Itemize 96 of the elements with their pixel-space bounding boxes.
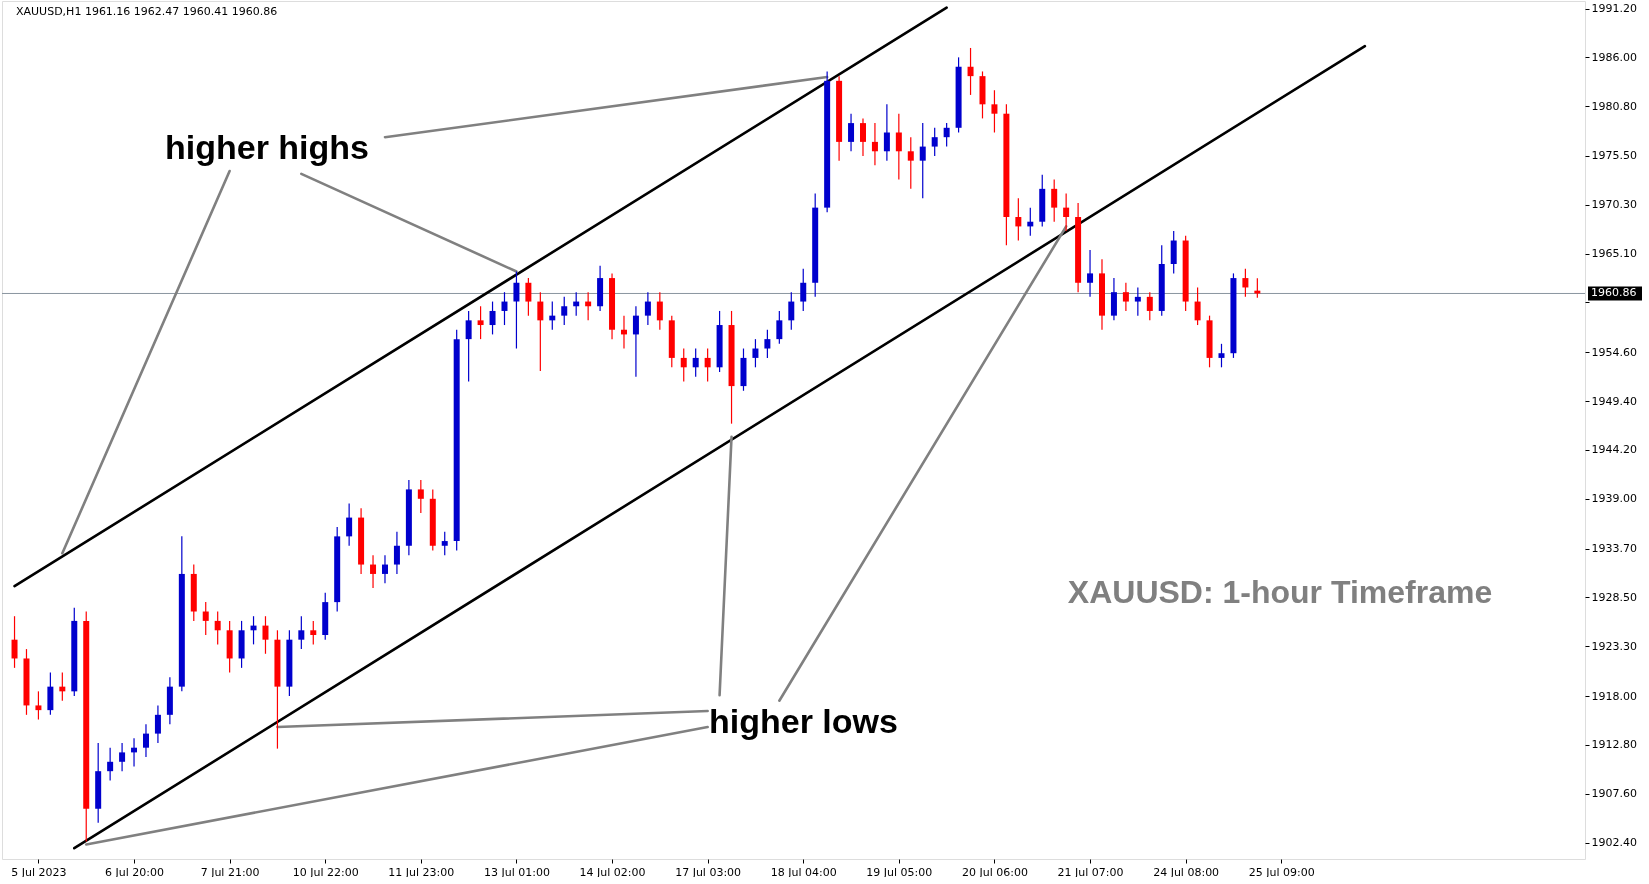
- x-tick-label: 13 Jul 01:00: [483, 865, 550, 879]
- x-tick-label: 19 Jul 05:00: [866, 865, 933, 879]
- y-tick-label: 1907.60: [1591, 787, 1637, 801]
- candlestick: [441, 531, 448, 556]
- x-tick-label: 5 Jul 2023: [11, 865, 67, 879]
- y-tick-label: 1991.20: [1591, 2, 1637, 16]
- candlestick: [991, 89, 998, 134]
- y-tick-label: 1980.80: [1591, 99, 1637, 113]
- candlestick: [35, 690, 42, 721]
- candlestick: [393, 531, 400, 575]
- x-tick-label: 10 Jul 22:00: [292, 865, 359, 879]
- candlestick: [107, 747, 114, 782]
- annotation: XAUUSD: 1-hour Timeframe: [1067, 574, 1493, 610]
- candlestick: [119, 742, 126, 772]
- candlestick: [561, 296, 568, 326]
- x-tick-label: 6 Jul 20:00: [105, 865, 165, 879]
- candlestick: [525, 277, 532, 317]
- x-tick-label: 20 Jul 06:00: [961, 865, 1028, 879]
- ref-line-label: 1960.86: [1591, 286, 1637, 300]
- candlestick: [704, 347, 711, 382]
- annotation: higher highs: [165, 128, 369, 166]
- candlestick: [513, 270, 520, 350]
- y-tick-label: 1912.80: [1591, 738, 1637, 752]
- candlestick: [346, 502, 353, 547]
- candlestick: [1063, 192, 1070, 232]
- candlestick: [871, 122, 878, 166]
- candlestick: [310, 620, 317, 645]
- chart-title: XAUUSD,H1 1961.16 1962.47 1960.41 1960.86: [16, 5, 278, 18]
- candlestick: [370, 554, 377, 589]
- candlestick: [788, 291, 795, 331]
- candlestick: [931, 127, 938, 157]
- candlestick: [919, 122, 926, 199]
- candlestick: [1134, 286, 1141, 317]
- candlestick: [202, 601, 209, 636]
- y-tick-label: 1954.60: [1591, 345, 1637, 359]
- candlestick: [883, 103, 890, 162]
- candlestick: [632, 305, 639, 378]
- x-tick-label: 14 Jul 02:00: [579, 865, 646, 879]
- x-tick-label: 24 Jul 08:00: [1153, 865, 1220, 879]
- candlestick: [1122, 282, 1129, 312]
- candlestick: [417, 479, 424, 514]
- candlestick: [764, 329, 771, 359]
- annotation: higher lows: [709, 702, 898, 740]
- candlestick: [1110, 277, 1117, 321]
- y-tick-label: 1928.50: [1591, 590, 1637, 604]
- candlestick: [680, 347, 687, 382]
- x-tick-label: 21 Jul 07:00: [1057, 865, 1124, 879]
- candlestick: [298, 615, 305, 650]
- candlestick: [644, 291, 651, 326]
- candlestick: [943, 122, 950, 148]
- y-tick-label: 1918.00: [1591, 689, 1637, 703]
- candlestick: [1242, 268, 1249, 298]
- candlestick: [537, 291, 544, 372]
- candlestick: [154, 704, 161, 744]
- y-tick-label: 1949.40: [1591, 394, 1637, 408]
- candlestick: [501, 291, 508, 326]
- candlestick: [214, 610, 221, 645]
- x-tick-label: 17 Jul 03:00: [675, 865, 742, 879]
- y-tick-label: 1944.20: [1591, 443, 1637, 457]
- candlestick: [477, 305, 484, 340]
- candlestick: [800, 268, 807, 312]
- candlestick: [47, 671, 54, 716]
- y-tick-label: 1965.10: [1591, 247, 1637, 261]
- candlestick: [11, 615, 18, 669]
- candlestick: [752, 338, 759, 368]
- y-tick-label: 1986.00: [1591, 50, 1637, 64]
- y-tick-label: 1902.40: [1591, 836, 1637, 850]
- candlestick: [848, 113, 855, 152]
- candlestick: [1218, 343, 1225, 368]
- candlestick: [1015, 197, 1022, 242]
- candlestick: [1087, 249, 1094, 298]
- candlestick: [776, 310, 783, 345]
- y-tick-label: 1975.50: [1591, 149, 1637, 163]
- candlestick: [1170, 230, 1177, 274]
- x-tick-label: 11 Jul 23:00: [388, 865, 455, 879]
- y-tick-label: 1970.30: [1591, 198, 1637, 212]
- candlestick: [967, 47, 974, 96]
- candlestick: [465, 310, 472, 382]
- candlestick: [381, 554, 388, 584]
- x-tick-label: 18 Jul 04:00: [770, 865, 837, 879]
- candlestick: [142, 723, 149, 758]
- y-tick-label: 1923.30: [1591, 639, 1637, 653]
- x-tick-label: 25 Jul 09:00: [1248, 865, 1315, 879]
- candlestick: [1194, 286, 1201, 326]
- candlestick: [489, 300, 496, 336]
- candlestick: [895, 113, 902, 181]
- candlestick: [262, 615, 269, 655]
- x-tick-label: 7 Jul 21:00: [200, 865, 260, 879]
- y-tick-label: 1939.00: [1591, 492, 1637, 506]
- candlestick: [656, 291, 663, 331]
- candlestick: [692, 347, 699, 378]
- candlestick: [1051, 178, 1058, 223]
- candlestick: [1146, 291, 1153, 321]
- y-tick-label: 1933.70: [1591, 542, 1637, 556]
- candlestick: [859, 117, 866, 157]
- candlestick: [907, 136, 914, 190]
